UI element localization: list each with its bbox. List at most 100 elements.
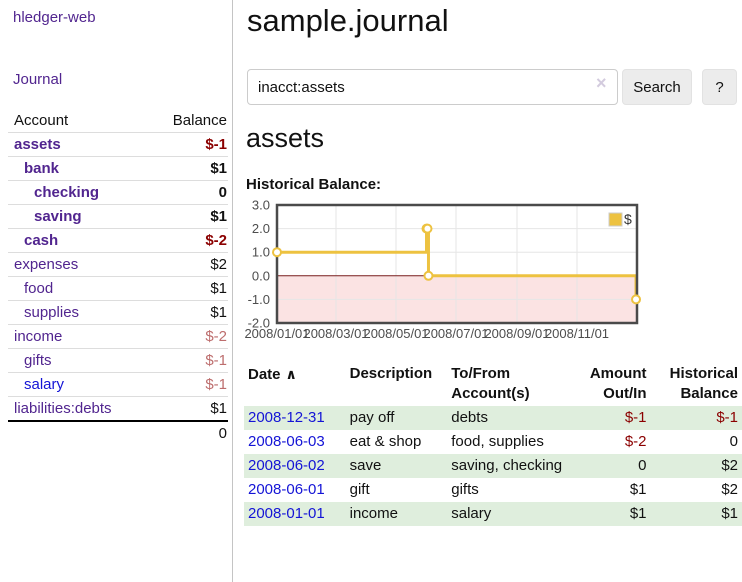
account-link-checking[interactable]: checking bbox=[34, 184, 100, 201]
transaction-date-link[interactable]: 2008-01-01 bbox=[248, 505, 325, 522]
transaction-amount: $-2 bbox=[624, 433, 647, 450]
svg-text:2008/01/01: 2008/01/01 bbox=[244, 326, 309, 341]
account-link-supplies[interactable]: supplies bbox=[24, 304, 80, 321]
help-button[interactable]: ? bbox=[702, 69, 737, 105]
accounts-total-row: 0 bbox=[8, 420, 228, 445]
transaction-accounts: food, supplies bbox=[451, 433, 544, 450]
clear-search-icon[interactable]: × bbox=[596, 73, 607, 93]
account-heading: assets bbox=[246, 123, 325, 153]
account-row: gifts $-1 bbox=[8, 348, 228, 372]
accounts-column-header: To/From Account(s) bbox=[451, 365, 530, 402]
account-link-saving[interactable]: saving bbox=[34, 208, 82, 225]
account-row: food $1 bbox=[8, 276, 228, 300]
register-header-row: Date ∧ Description To/From Account(s) Amo… bbox=[244, 362, 742, 406]
transaction-row: 2008-01-01 income salary $1 $1 bbox=[244, 502, 742, 526]
svg-text:0.0: 0.0 bbox=[252, 268, 270, 283]
account-row: saving $1 bbox=[8, 204, 228, 228]
plot-border bbox=[275, 203, 639, 325]
svg-text:2008/07/01: 2008/07/01 bbox=[423, 326, 488, 341]
date-column-header[interactable]: Date ∧ bbox=[244, 362, 346, 406]
search-input[interactable] bbox=[247, 69, 618, 105]
register-table: Date ∧ Description To/From Account(s) Amo… bbox=[244, 362, 742, 526]
account-row: salary $-1 bbox=[8, 372, 228, 396]
account-link-bank[interactable]: bank bbox=[24, 160, 60, 177]
account-balance: $-1 bbox=[205, 376, 227, 393]
data-point-marker bbox=[631, 294, 642, 305]
account-link-cash[interactable]: cash bbox=[24, 232, 59, 249]
transaction-accounts: saving, checking bbox=[451, 457, 563, 474]
account-row: bank $1 bbox=[8, 156, 228, 180]
account-balance: $1 bbox=[210, 304, 227, 321]
account-link-expenses[interactable]: expenses bbox=[14, 256, 79, 273]
description-column-header: Description bbox=[349, 365, 433, 382]
brand-link[interactable]: hledger-web bbox=[13, 9, 96, 26]
account-link-salary[interactable]: salary bbox=[24, 376, 65, 393]
date-header-label: Date bbox=[248, 366, 281, 383]
transaction-row: 2008-12-31 pay off debts $-1 $-1 bbox=[244, 406, 742, 430]
account-link-assets[interactable]: assets bbox=[14, 136, 61, 153]
legend-label: $ bbox=[624, 211, 632, 227]
transaction-date-link[interactable]: 2008-06-03 bbox=[248, 433, 325, 450]
account-balance: $1 bbox=[210, 280, 227, 297]
svg-text:2.0: 2.0 bbox=[252, 221, 270, 236]
transaction-row: 2008-06-01 gift gifts $1 $2 bbox=[244, 478, 742, 502]
account-balance: $-1 bbox=[205, 136, 227, 153]
account-balance: $-1 bbox=[205, 352, 227, 369]
transaction-balance: $-1 bbox=[716, 409, 738, 426]
account-link-liabilities-debts[interactable]: liabilities:debts bbox=[14, 400, 112, 417]
transaction-description: save bbox=[349, 457, 382, 474]
search-button[interactable]: Search bbox=[622, 69, 692, 105]
transaction-accounts: debts bbox=[451, 409, 488, 426]
account-link-food[interactable]: food bbox=[24, 280, 54, 297]
transaction-balance: $2 bbox=[721, 457, 738, 474]
transaction-amount: $-1 bbox=[624, 409, 647, 426]
sidebar-item-journal[interactable]: Journal bbox=[13, 71, 63, 88]
balance-column-header: Historical Balance bbox=[669, 365, 738, 402]
svg-text:1.0: 1.0 bbox=[252, 245, 270, 260]
transaction-row: 2008-06-03 eat & shop food, supplies $-2… bbox=[244, 430, 742, 454]
account-row: liabilities:debts $1 bbox=[8, 396, 228, 420]
amount-column-header: Amount Out/In bbox=[589, 365, 647, 402]
account-balance: $1 bbox=[210, 208, 227, 225]
account-link-income[interactable]: income bbox=[14, 328, 63, 345]
accounts-balance-table: Account Balance assets $-1 bank $1 checkin… bbox=[8, 109, 228, 445]
account-row: expenses $2 bbox=[8, 252, 228, 276]
account-balance: $2 bbox=[210, 256, 227, 273]
account-row: income $-2 bbox=[8, 324, 228, 348]
account-balance: $1 bbox=[210, 400, 227, 417]
data-point-marker bbox=[272, 247, 282, 258]
account-row: assets $-1 bbox=[8, 132, 228, 156]
page-title: sample.journal bbox=[247, 3, 449, 38]
balance-column-header: Balance bbox=[172, 112, 227, 129]
account-row: cash $-2 bbox=[8, 228, 228, 252]
account-row: supplies $1 bbox=[8, 300, 228, 324]
svg-text:-1.0: -1.0 bbox=[248, 292, 270, 307]
transaction-description: income bbox=[349, 505, 398, 522]
svg-text:-2.0: -2.0 bbox=[248, 316, 270, 331]
transaction-balance: 0 bbox=[729, 433, 738, 450]
svg-text:2008/11/01: 2008/11/01 bbox=[545, 326, 609, 341]
historical-balance-chart: 3.0 2.0 1.0 0.0 -1.0 -2.02008/01/012008/03/01… bbox=[244, 200, 642, 341]
accounts-total-value: 0 bbox=[218, 425, 227, 442]
data-point-marker bbox=[422, 223, 433, 234]
account-balance: $-2 bbox=[205, 328, 227, 345]
transaction-description: pay off bbox=[349, 409, 395, 426]
transaction-amount: 0 bbox=[638, 457, 647, 474]
transaction-accounts: salary bbox=[451, 505, 492, 522]
transaction-amount: $1 bbox=[629, 505, 647, 522]
svg-text:2008/09/01: 2008/09/01 bbox=[484, 326, 549, 341]
transaction-balance: $1 bbox=[721, 505, 738, 522]
svg-text:2008/03/01: 2008/03/01 bbox=[303, 326, 368, 341]
transaction-description: eat & shop bbox=[349, 433, 422, 450]
transaction-amount: $1 bbox=[629, 481, 647, 498]
sidebar-divider bbox=[232, 0, 233, 582]
transaction-date-link[interactable]: 2008-06-02 bbox=[248, 457, 325, 474]
transaction-date-link[interactable]: 2008-12-31 bbox=[248, 409, 325, 426]
transaction-date-link[interactable]: 2008-06-01 bbox=[248, 481, 325, 498]
accounts-column-header: Account bbox=[14, 112, 69, 129]
transaction-row: 2008-06-02 save saving, checking 0 $2 bbox=[244, 454, 742, 478]
account-balance: $-2 bbox=[205, 232, 227, 249]
account-link-gifts[interactable]: gifts bbox=[24, 352, 52, 369]
svg-text:2008/05/01: 2008/05/01 bbox=[363, 326, 428, 341]
transaction-description: gift bbox=[349, 481, 370, 498]
